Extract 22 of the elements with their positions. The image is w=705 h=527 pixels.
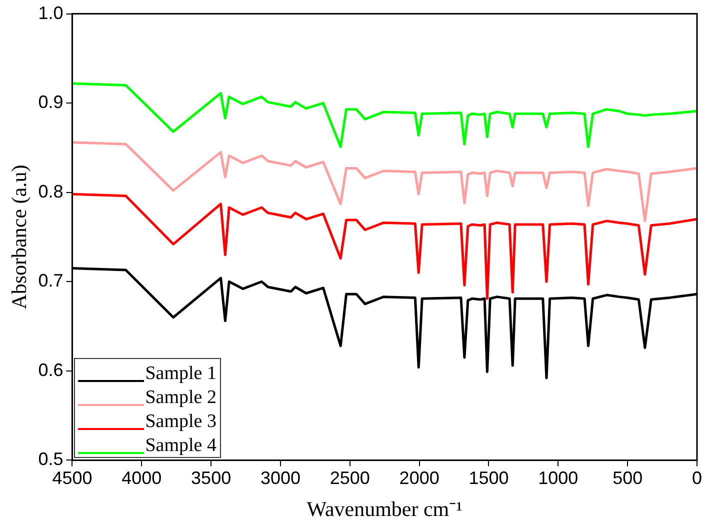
x-tick-label: 500 [612,468,643,488]
x-tick-label: 4500 [52,468,92,488]
x-tick-label: 1000 [538,468,578,488]
x-axis-title: Wavenumber cm⁻¹ [306,496,462,521]
legend-label: Sample 1 [145,363,216,384]
x-tick-label: 4000 [122,468,162,488]
y-tick-label: 0.8 [38,181,64,202]
y-tick-label: 1.0 [38,2,64,23]
x-tick-label: 1500 [468,468,509,488]
y-tick-label: 0.9 [38,92,64,112]
x-tick-label: 3500 [191,468,232,488]
x-tick-label: 2500 [330,468,370,488]
x-tick-label: 3000 [260,468,301,488]
x-tick-label: 2000 [399,468,440,488]
y-tick-label: 0.5 [38,449,64,470]
legend-label: Sample 3 [145,411,216,432]
legend-label: Sample 4 [145,435,216,456]
x-tick-label: 0 [692,468,702,488]
legend-label: Sample 2 [145,387,216,408]
y-axis-title: Absorbance (a.u) [7,164,32,310]
y-tick-label: 0.6 [38,360,64,380]
y-tick-label: 0.7 [38,270,64,291]
